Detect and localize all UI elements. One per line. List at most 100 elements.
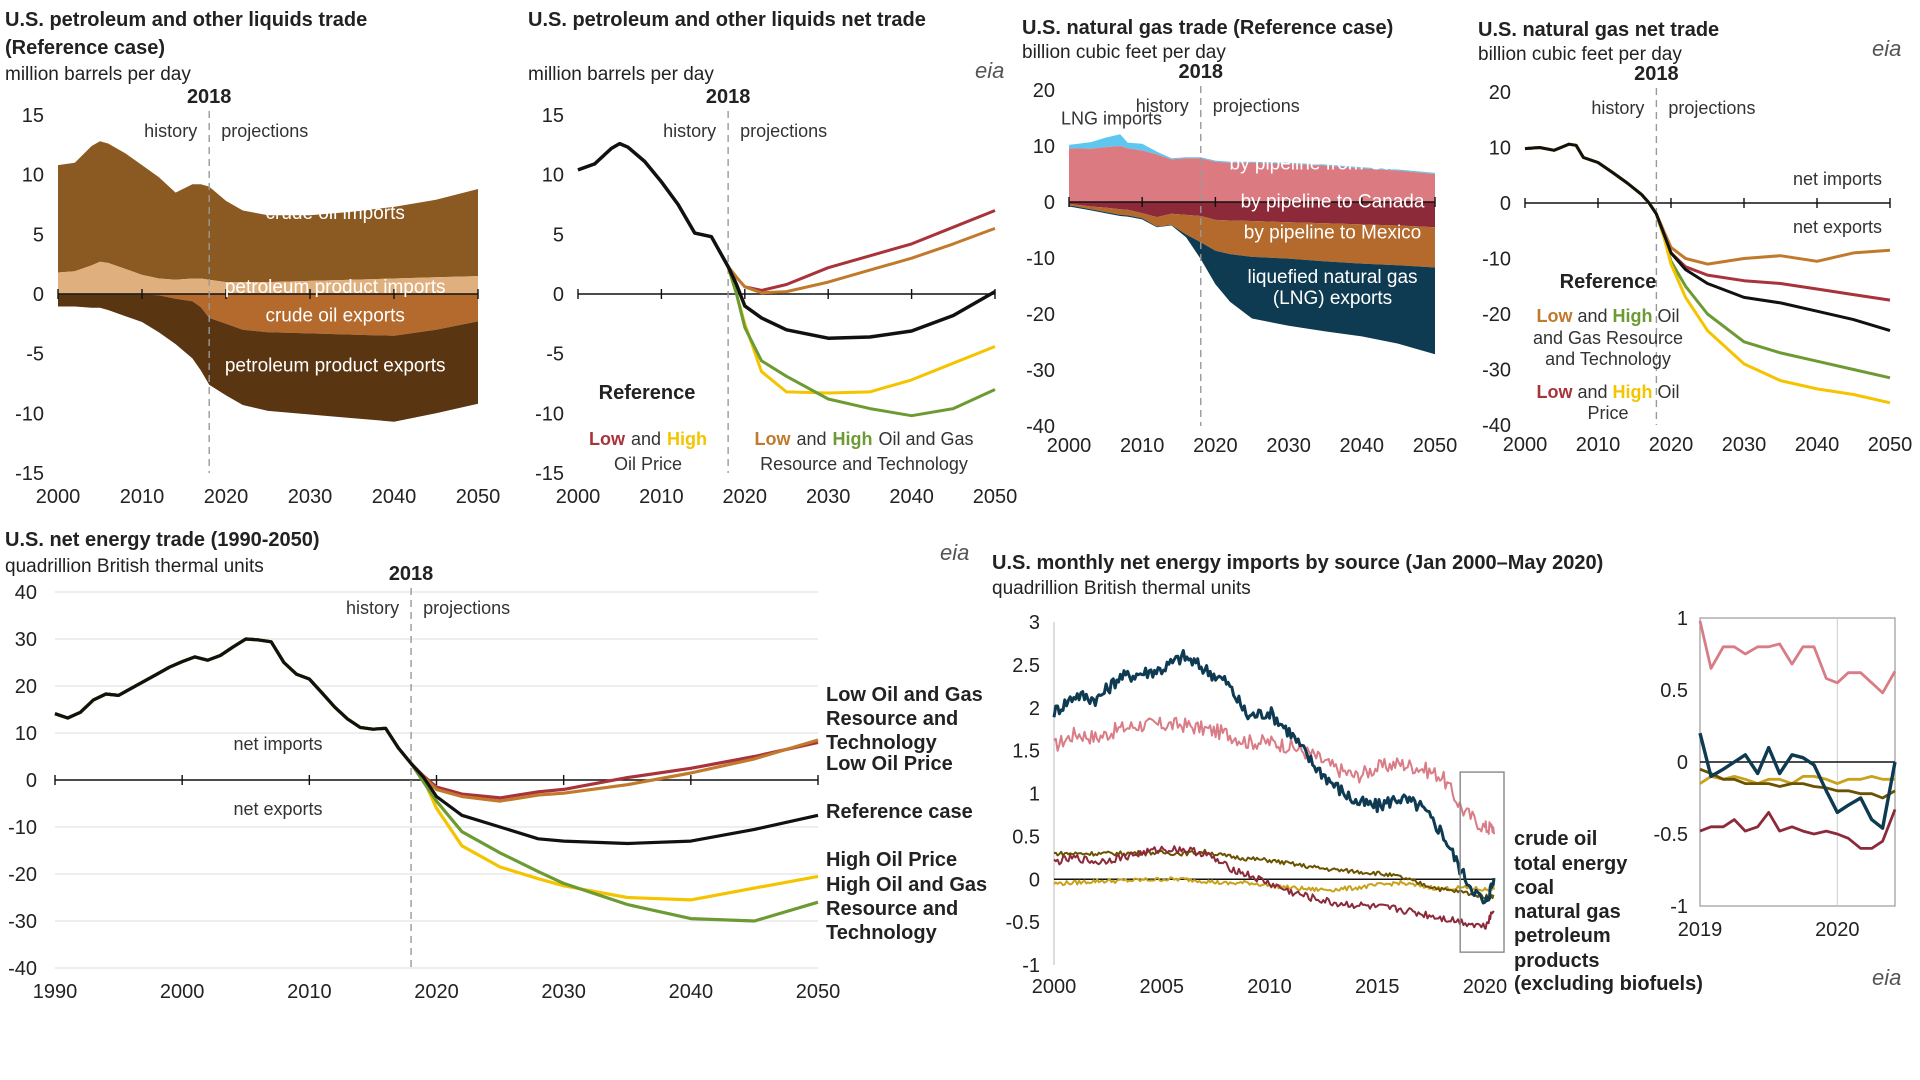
y-tick-label: 2.5 [1012, 655, 1040, 677]
history-label: history [1591, 98, 1644, 118]
net-exports-label: net exports [1793, 217, 1882, 237]
legend-word: High [833, 429, 873, 449]
resource-line1: and Gas Resource [1533, 328, 1683, 348]
legend-word: High [667, 429, 707, 449]
pipeline-from-canada-area [1069, 146, 1435, 202]
projections-label: projections [1213, 96, 1300, 116]
legend-word: Low [589, 429, 626, 449]
legend-label-low-resource: Resource and [826, 708, 958, 730]
y-tick-label: 0 [553, 284, 564, 306]
y-tick-label: 0 [1029, 869, 1040, 891]
y-tick-label: 1.5 [1012, 741, 1040, 763]
chart-title: U.S. natural gas trade (Reference case) [1022, 17, 1393, 39]
x-tick-label: 2050 [1413, 435, 1458, 457]
series-line-petroleum [1699, 808, 1897, 850]
natural-gas-trade-area-chart: U.S. natural gas trade (Reference case) … [1022, 17, 1457, 457]
x-tick-label: 2010 [1120, 435, 1165, 457]
legend-word: Low [754, 429, 791, 449]
crude-oil-imports-area [58, 141, 478, 283]
series-label: crude oil imports [266, 203, 405, 224]
projections-label: projections [1668, 98, 1755, 118]
x-tick-label: 2020 [204, 486, 249, 508]
y-tick-label: -40 [1026, 416, 1055, 438]
series-line-natural [1699, 767, 1896, 800]
x-tick-label: 2010 [120, 486, 165, 508]
y-tick-label: -30 [1026, 360, 1055, 382]
legend-word: and [1577, 382, 1607, 402]
y-tick-label: -1 [1022, 955, 1040, 977]
legend-word: High [1613, 306, 1653, 326]
eia-logo: eia [975, 58, 1004, 83]
series-line-coal [1699, 775, 1895, 785]
resource-tech-label: Resource and Technology [760, 454, 968, 474]
y-tick-label: -0.5 [1654, 824, 1688, 846]
y-tick-label: 2 [1029, 698, 1040, 720]
crude-oil-exports-area [58, 294, 478, 336]
y-tick-label: 10 [22, 165, 44, 187]
y-tick-label: -15 [15, 463, 44, 485]
chart-title: U.S. net energy trade (1990-2050) [5, 529, 320, 551]
price-label: Price [1587, 403, 1628, 423]
projections-label: projections [221, 121, 308, 141]
series-line-high-oil-and-gas-resource-and-technology [577, 142, 996, 418]
x-tick-label: 2050 [1868, 434, 1913, 456]
y-tick-label: -30 [1482, 360, 1511, 382]
series-label: petroleum product imports [225, 277, 446, 298]
y-tick-label: -20 [1026, 304, 1055, 326]
y-tick-label: 0.5 [1660, 680, 1688, 702]
legend-label: products [1514, 950, 1600, 972]
y-tick-label: -40 [8, 958, 37, 980]
y-tick-label: -30 [8, 911, 37, 933]
chart-title-line2: (Reference case) [5, 37, 165, 59]
legend-label-high-resource: Technology [826, 922, 938, 944]
x-tick-label: 2005 [1139, 976, 1184, 998]
legend-word: Oil [1658, 382, 1680, 402]
x-tick-label: 2020 [723, 486, 768, 508]
y-tick-label: 10 [1489, 138, 1511, 160]
series-label: by pipeline from Canada [1230, 154, 1436, 175]
legend-word: Oil and Gas [879, 429, 974, 449]
series-line-low-oil-and-gas-resource-and-technology [1524, 142, 1891, 266]
legend-label-high-price: High Oil Price [826, 849, 957, 871]
x-tick-label: 2000 [556, 486, 601, 508]
legend-word: High [1613, 382, 1653, 402]
x-tick-label: 2050 [973, 486, 1018, 508]
petroleum-product-exports-area [58, 294, 478, 422]
series-line-low-oil-and-gas-resource-and-technology [577, 142, 996, 295]
y-tick-label: -1 [1670, 896, 1688, 918]
y-tick-label: 0 [33, 284, 44, 306]
x-tick-label: 2030 [288, 486, 333, 508]
x-tick-label: 2050 [456, 486, 501, 508]
y-tick-label: 10 [1033, 136, 1055, 158]
y-tick-label: -5 [26, 344, 44, 366]
y-tick-label: -40 [1482, 415, 1511, 437]
x-tick-label: 1990 [33, 981, 78, 1003]
y-tick-label: 30 [15, 629, 37, 651]
y-tick-label: -10 [535, 403, 564, 425]
y-tick-label: 15 [22, 105, 44, 127]
y-tick-label: 5 [33, 224, 44, 246]
legend-word: and [796, 429, 826, 449]
legend-label: natural gas [1514, 901, 1621, 923]
x-tick-label: 2020 [1463, 976, 1508, 998]
x-tick-label: 2010 [639, 486, 684, 508]
history-label: history [346, 598, 399, 618]
label-line: liquefied natural gas [1247, 267, 1417, 288]
series-line-total [1052, 649, 1496, 905]
x-tick-label: 2040 [889, 486, 934, 508]
x-tick-label: 2010 [1576, 434, 1621, 456]
series-line-crude [1698, 620, 1897, 695]
x-tick-label: 2020 [1649, 434, 1694, 456]
eia-logo: eia [940, 540, 969, 565]
y-tick-label: 10 [542, 165, 564, 187]
x-tick-label: 2000 [1047, 435, 1092, 457]
y-tick-label: 1 [1677, 608, 1688, 630]
legend-word: and [631, 429, 661, 449]
y-tick-label: -5 [546, 344, 564, 366]
y-tick-label: -10 [1482, 249, 1511, 271]
